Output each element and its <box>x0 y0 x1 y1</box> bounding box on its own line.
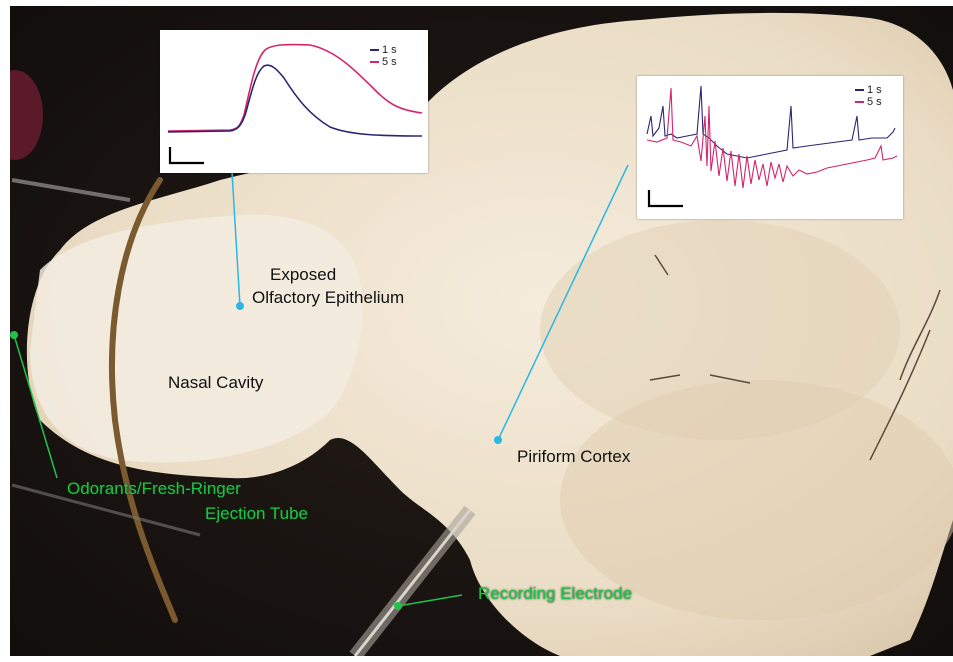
image-border <box>0 656 953 662</box>
cortex-legend: 1 s 5 s <box>855 84 882 108</box>
ejection-pointer <box>13 334 58 479</box>
epithelium-label-line1: Exposed <box>270 265 337 284</box>
hair <box>899 289 941 381</box>
epithelium-pointer <box>231 171 241 307</box>
recording-electrode-label: Recording Electrode <box>478 584 633 603</box>
electrode-pointer-dot <box>394 602 402 610</box>
ejection-tube-label-line1: Odorants/Fresh-Ringer <box>67 479 241 498</box>
epithelium-trace-plot <box>167 43 423 165</box>
ejection-pointer-dot <box>10 331 18 339</box>
cortex-trace-inset: 1 s 5 s <box>637 76 903 219</box>
glass-rod <box>11 178 131 202</box>
recording-electrode <box>353 509 472 657</box>
image-border <box>0 0 10 662</box>
purple-object <box>0 70 43 160</box>
scale-bar <box>647 190 683 208</box>
epithelium-trace-inset: 1 s 5 s <box>160 30 428 173</box>
legend-label-1s: 1 s <box>382 44 397 56</box>
legend-swatch-5s <box>370 61 379 64</box>
hair <box>709 374 751 384</box>
hair <box>869 329 931 461</box>
legend-swatch-5s <box>855 101 864 104</box>
trace-5s <box>646 87 898 189</box>
legend-label-5s: 5 s <box>867 96 882 108</box>
legend-swatch-1s <box>370 49 379 52</box>
legend-swatch-1s <box>855 89 864 92</box>
hair <box>654 254 669 276</box>
glass-rod <box>11 483 201 537</box>
ejection-tube-label-line2: Ejection Tube <box>205 504 309 523</box>
trace-5s <box>167 43 423 132</box>
trace-1s <box>167 64 423 137</box>
epithelium-legend: 1 s 5 s <box>370 44 397 68</box>
hair <box>649 374 681 381</box>
cortex-pointer-dot <box>494 436 502 444</box>
cortex-trace-plot <box>646 85 898 208</box>
legend-label-1s: 1 s <box>867 84 882 96</box>
cortex-pointer <box>497 164 629 441</box>
epithelium-pointer-dot <box>236 302 244 310</box>
cortex-shading <box>560 380 953 620</box>
legend-label-5s: 5 s <box>382 56 397 68</box>
ejection-tube <box>109 177 178 623</box>
epithelium-label-line2: Olfactory Epithelium <box>252 288 405 307</box>
electrode-pointer <box>397 594 463 607</box>
scale-bar <box>168 147 204 165</box>
piriform-cortex-label: Piriform Cortex <box>517 447 631 466</box>
nasal-cavity-label: Nasal Cavity <box>168 373 264 392</box>
